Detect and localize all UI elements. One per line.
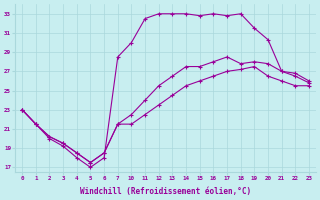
X-axis label: Windchill (Refroidissement éolien,°C): Windchill (Refroidissement éolien,°C)	[80, 187, 251, 196]
